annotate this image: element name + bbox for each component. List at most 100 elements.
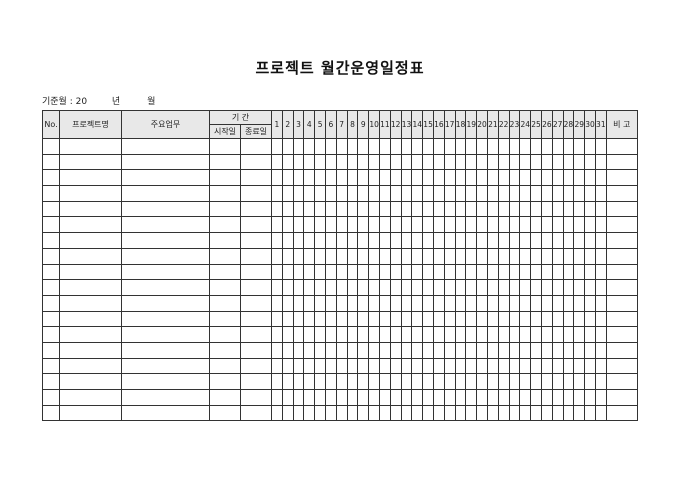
table-cell[interactable]: [209, 138, 241, 155]
table-cell[interactable]: [508, 185, 521, 202]
table-cell[interactable]: [411, 310, 424, 328]
table-cell[interactable]: [314, 185, 326, 202]
table-cell[interactable]: [432, 263, 445, 281]
table-cell[interactable]: [314, 216, 326, 234]
table-cell[interactable]: [271, 404, 283, 422]
table-cell[interactable]: [378, 247, 391, 265]
table-cell[interactable]: [422, 341, 434, 359]
table-cell[interactable]: [540, 310, 553, 328]
table-cell[interactable]: [508, 373, 521, 390]
table-cell[interactable]: [325, 404, 337, 422]
table-cell[interactable]: [584, 216, 596, 234]
table-cell[interactable]: [530, 389, 542, 406]
table-cell[interactable]: [314, 200, 326, 218]
table-cell[interactable]: [209, 200, 241, 218]
table-cell[interactable]: [573, 357, 586, 375]
table-cell[interactable]: [389, 200, 402, 218]
table-cell[interactable]: [422, 138, 434, 155]
table-cell[interactable]: [551, 341, 564, 359]
table-cell[interactable]: [411, 200, 424, 218]
table-cell[interactable]: [432, 200, 445, 218]
table-cell[interactable]: [239, 169, 273, 187]
table-cell[interactable]: [209, 169, 241, 187]
table-cell[interactable]: [551, 232, 564, 249]
table-cell[interactable]: [209, 404, 241, 422]
table-cell[interactable]: [281, 153, 294, 171]
table-cell[interactable]: [368, 373, 380, 390]
table-cell[interactable]: [209, 232, 241, 249]
table-cell[interactable]: [432, 138, 445, 155]
table-cell[interactable]: [584, 294, 596, 312]
table-cell[interactable]: [519, 232, 532, 249]
table-cell[interactable]: [209, 279, 241, 296]
table-cell[interactable]: [42, 138, 60, 155]
table-cell[interactable]: [443, 279, 456, 296]
table-cell[interactable]: [454, 169, 467, 187]
table-cell[interactable]: [378, 326, 391, 343]
table-cell[interactable]: [551, 185, 564, 202]
table-cell[interactable]: [584, 200, 596, 218]
table-cell[interactable]: [209, 341, 241, 359]
table-cell[interactable]: [411, 341, 424, 359]
table-cell[interactable]: [303, 138, 316, 155]
table-cell[interactable]: [121, 310, 210, 328]
table-cell[interactable]: [389, 185, 402, 202]
table-cell[interactable]: [368, 357, 380, 375]
table-cell[interactable]: [605, 263, 638, 281]
table-cell[interactable]: [281, 357, 294, 375]
table-cell[interactable]: [454, 153, 467, 171]
table-cell[interactable]: [411, 185, 424, 202]
table-cell[interactable]: [346, 357, 359, 375]
table-cell[interactable]: [400, 232, 413, 249]
table-cell[interactable]: [281, 185, 294, 202]
table-cell[interactable]: [239, 341, 273, 359]
table-cell[interactable]: [335, 169, 348, 187]
table-cell[interactable]: [584, 153, 596, 171]
table-cell[interactable]: [530, 310, 542, 328]
table-cell[interactable]: [486, 279, 499, 296]
table-cell[interactable]: [325, 357, 337, 375]
table-cell[interactable]: [443, 216, 456, 234]
table-cell[interactable]: [121, 169, 210, 187]
table-cell[interactable]: [486, 200, 499, 218]
table-cell[interactable]: [292, 138, 305, 155]
table-cell[interactable]: [271, 389, 283, 406]
table-cell[interactable]: [594, 185, 607, 202]
table-cell[interactable]: [594, 247, 607, 265]
table-cell[interactable]: [454, 341, 467, 359]
table-cell[interactable]: [209, 357, 241, 375]
table-cell[interactable]: [465, 357, 478, 375]
table-cell[interactable]: [432, 216, 445, 234]
table-cell[interactable]: [454, 247, 467, 265]
table-cell[interactable]: [292, 294, 305, 312]
table-cell[interactable]: [378, 232, 391, 249]
table-cell[interactable]: [389, 310, 402, 328]
table-cell[interactable]: [325, 294, 337, 312]
table-cell[interactable]: [508, 138, 521, 155]
table-cell[interactable]: [59, 326, 122, 343]
table-cell[interactable]: [594, 279, 607, 296]
table-cell[interactable]: [389, 373, 402, 390]
table-cell[interactable]: [422, 232, 434, 249]
table-cell[interactable]: [486, 389, 499, 406]
table-cell[interactable]: [562, 247, 575, 265]
table-cell[interactable]: [519, 169, 532, 187]
table-cell[interactable]: [209, 373, 241, 390]
table-cell[interactable]: [573, 153, 586, 171]
table-cell[interactable]: [497, 263, 510, 281]
table-cell[interactable]: [573, 404, 586, 422]
table-cell[interactable]: [411, 373, 424, 390]
table-cell[interactable]: [42, 169, 60, 187]
table-cell[interactable]: [540, 357, 553, 375]
table-cell[interactable]: [594, 232, 607, 249]
table-cell[interactable]: [497, 310, 510, 328]
table-cell[interactable]: [530, 169, 542, 187]
table-cell[interactable]: [519, 279, 532, 296]
table-cell[interactable]: [325, 232, 337, 249]
table-cell[interactable]: [573, 263, 586, 281]
table-cell[interactable]: [551, 310, 564, 328]
table-cell[interactable]: [551, 294, 564, 312]
table-cell[interactable]: [594, 389, 607, 406]
table-cell[interactable]: [422, 169, 434, 187]
table-cell[interactable]: [42, 279, 60, 296]
